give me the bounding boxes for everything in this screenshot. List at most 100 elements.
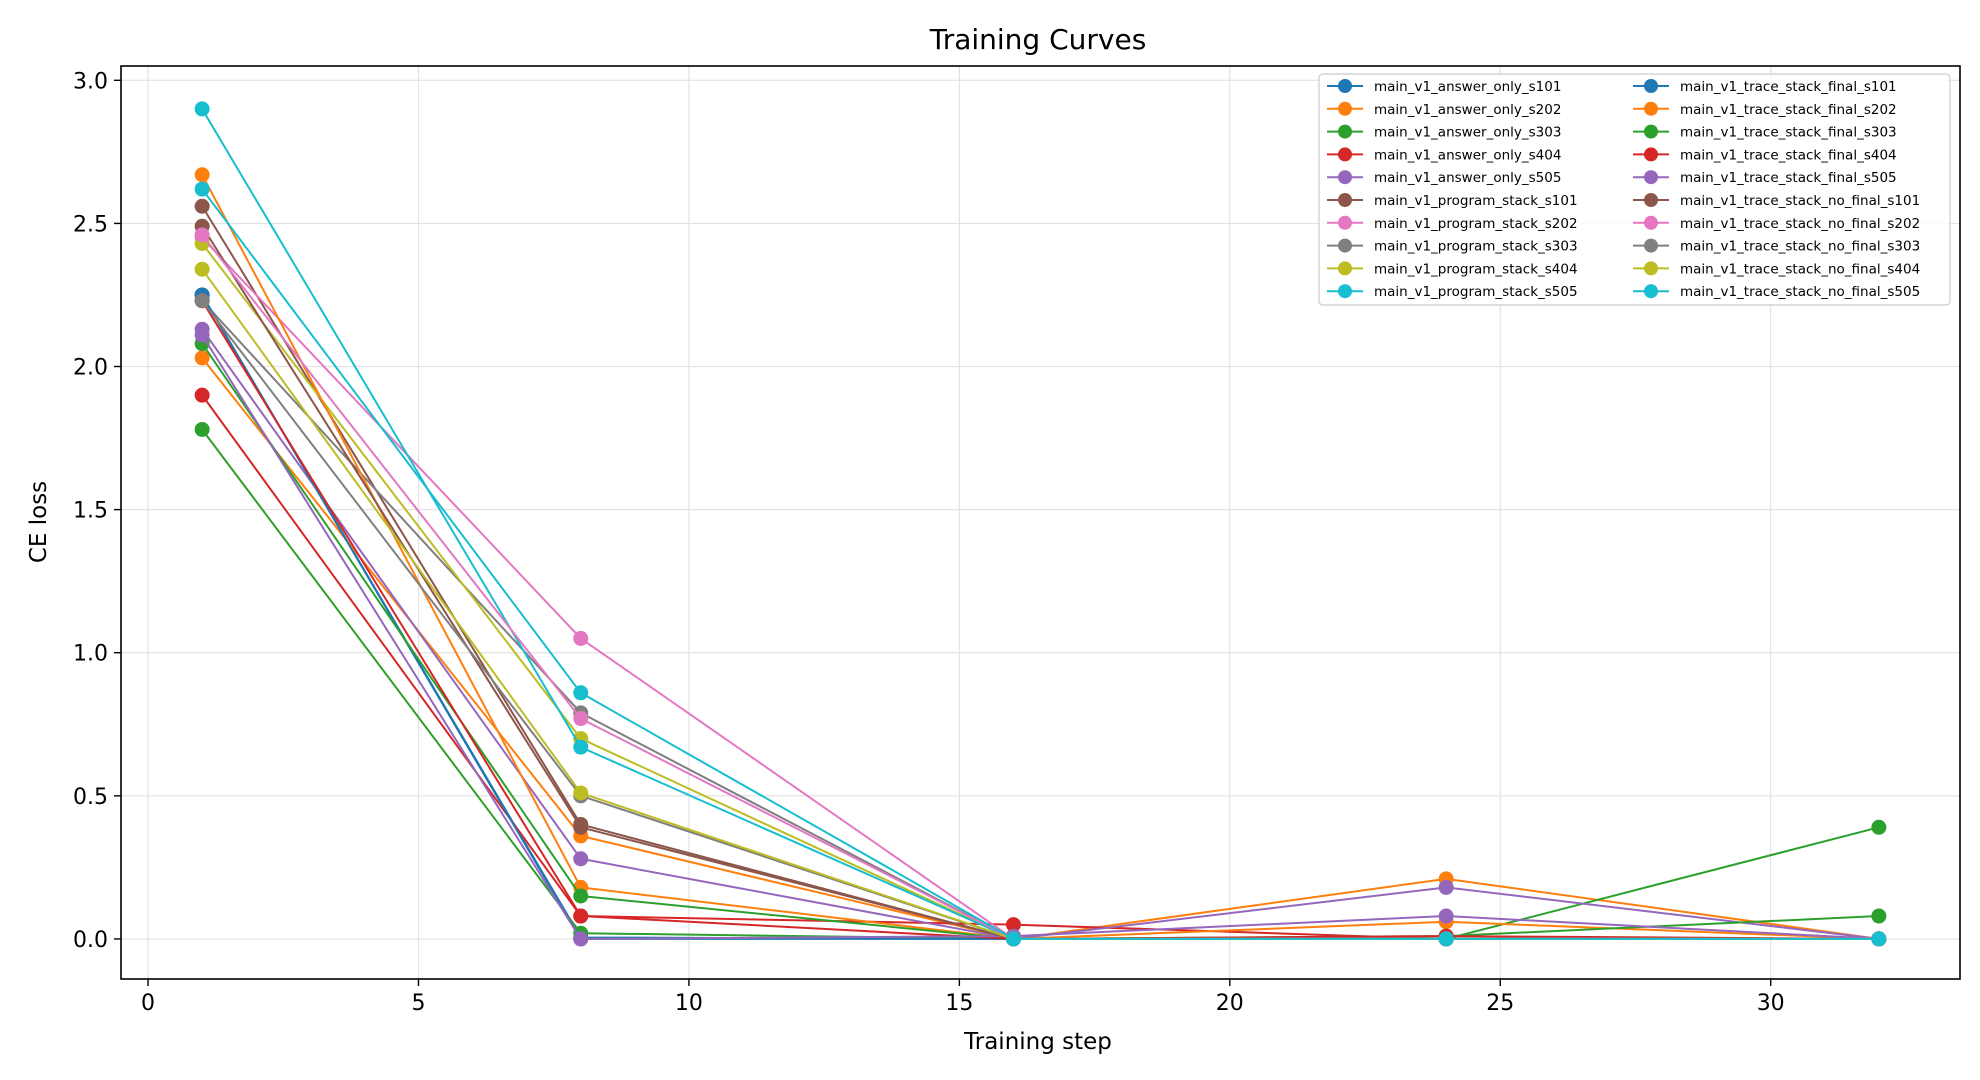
legend-item: main_v1_trace_stack_final_s404 <box>1633 147 1897 163</box>
legend-marker <box>1644 124 1658 139</box>
legend-marker <box>1338 79 1352 93</box>
series-main_v1_trace_stack_final_s404 <box>194 293 1887 947</box>
data-point <box>573 739 589 755</box>
data-point <box>573 819 589 835</box>
legend-label: main_v1_program_stack_s404 <box>1374 261 1578 277</box>
legend-item: main_v1_answer_only_s202 <box>1327 101 1561 118</box>
legend-marker <box>1644 170 1658 185</box>
legend-marker <box>1644 284 1658 299</box>
series-main_v1_program_stack_s303 <box>194 293 1887 947</box>
data-point <box>573 685 589 701</box>
data-point <box>1871 931 1887 947</box>
series-main_v1_trace_stack_no_final_s404 <box>194 261 1887 947</box>
data-point <box>194 387 210 403</box>
data-point <box>194 101 210 117</box>
legend-label: main_v1_program_stack_s303 <box>1374 239 1578 255</box>
series-line <box>201 328 1879 940</box>
y-tick-label: 0.0 <box>73 928 108 953</box>
series-main_v1_answer_only_s404 <box>194 387 1887 947</box>
legend-item: main_v1_program_stack_s303 <box>1327 238 1578 255</box>
legend-marker <box>1338 238 1352 253</box>
legend-item: main_v1_trace_stack_final_s101 <box>1633 79 1897 95</box>
y-tick-label: 1.0 <box>73 642 108 667</box>
data-point <box>573 711 589 727</box>
legend-marker <box>1644 193 1658 207</box>
legend-marker <box>1338 261 1352 276</box>
x-tick-label: 10 <box>675 991 703 1016</box>
y-axis-title: CE loss <box>26 481 52 563</box>
y-tick-label: 1.5 <box>73 499 108 524</box>
legend-item: main_v1_answer_only_s404 <box>1327 147 1561 163</box>
series-line <box>201 300 1879 940</box>
data-point <box>1871 819 1887 835</box>
legend-marker <box>1338 170 1352 185</box>
data-point <box>194 198 210 214</box>
series-main_v1_program_stack_s202 <box>194 230 1887 947</box>
series-main_v1_program_stack_s404 <box>194 235 1887 947</box>
data-point <box>1005 917 1021 933</box>
legend-label: main_v1_answer_only_s101 <box>1374 79 1561 95</box>
series-line <box>201 394 1879 940</box>
legend-item: main_v1_program_stack_s505 <box>1327 284 1578 300</box>
legend-label: main_v1_answer_only_s303 <box>1374 125 1561 141</box>
legend-marker <box>1338 284 1352 299</box>
data-point <box>573 908 589 924</box>
series-main_v1_answer_only_s202 <box>194 350 1887 947</box>
legend-marker <box>1338 147 1352 162</box>
series-main_v1_program_stack_s101 <box>194 198 1887 947</box>
legend-label: main_v1_trace_stack_final_s404 <box>1680 147 1897 163</box>
plot-area-frame <box>120 65 1961 980</box>
legend-label: main_v1_trace_stack_no_final_s303 <box>1680 239 1920 255</box>
legend-item: main_v1_answer_only_s505 <box>1327 170 1561 186</box>
data-point <box>1438 879 1454 895</box>
legend-label: main_v1_trace_stack_final_s202 <box>1680 102 1897 118</box>
legend-label: main_v1_trace_stack_no_final_s404 <box>1680 261 1920 277</box>
legend-item: main_v1_trace_stack_final_s202 <box>1633 101 1897 118</box>
legend-label: main_v1_answer_only_s404 <box>1374 147 1561 163</box>
data-point <box>194 327 210 343</box>
legend-label: main_v1_program_stack_s202 <box>1374 216 1578 232</box>
x-tick-label: 20 <box>1216 991 1244 1016</box>
data-point <box>573 785 589 801</box>
series-line <box>201 428 1880 940</box>
legend-item: main_v1_trace_stack_final_s505 <box>1633 170 1897 186</box>
series-line <box>201 300 1879 940</box>
legend-item: main_v1_trace_stack_final_s303 <box>1633 124 1897 141</box>
legend-marker <box>1644 101 1658 116</box>
legend: main_v1_answer_only_s101 main_v1_answer_o… <box>1318 73 1951 306</box>
series-main_v1_trace_stack_final_s303 <box>194 336 1887 947</box>
data-point <box>573 851 589 867</box>
y-tick-label: 2.5 <box>73 212 108 237</box>
x-tick-label: 15 <box>945 991 973 1016</box>
legend-item: main_v1_trace_stack_no_final_s101 <box>1633 193 1920 209</box>
legend-label: main_v1_trace_stack_final_s303 <box>1680 125 1897 141</box>
x-tick-label: 0 <box>141 991 155 1016</box>
legend-label: main_v1_trace_stack_no_final_s505 <box>1680 284 1920 300</box>
legend-marker <box>1644 79 1658 93</box>
legend-label: main_v1_trace_stack_final_s101 <box>1680 79 1897 95</box>
data-point <box>194 227 210 243</box>
data-point <box>194 167 210 183</box>
legend-marker <box>1644 238 1658 253</box>
data-point <box>194 293 210 309</box>
series-main_v1_answer_only_s303 <box>194 421 1887 947</box>
legend-label: main_v1_answer_only_s505 <box>1374 170 1561 186</box>
series-line <box>201 237 1879 940</box>
data-point <box>573 630 589 646</box>
series-line <box>201 343 1879 940</box>
legend-item: main_v1_answer_only_s101 <box>1327 79 1561 95</box>
data-point <box>573 888 589 904</box>
legend-item: main_v1_program_stack_s202 <box>1327 215 1578 232</box>
legend-item: main_v1_program_stack_s101 <box>1327 193 1578 209</box>
legend-label: main_v1_answer_only_s202 <box>1374 102 1561 118</box>
data-point <box>573 931 589 947</box>
series-line <box>201 242 1879 940</box>
x-tick-label: 5 <box>411 991 425 1016</box>
data-point <box>194 421 210 437</box>
data-point <box>194 181 210 197</box>
legend-label: main_v1_trace_stack_no_final_s101 <box>1680 193 1920 209</box>
legend-item: main_v1_program_stack_s404 <box>1327 261 1578 277</box>
legend-label: main_v1_trace_stack_final_s505 <box>1680 170 1897 186</box>
chart-title: Training Curves <box>929 23 1147 56</box>
x-tick-label: 30 <box>1757 991 1785 1016</box>
